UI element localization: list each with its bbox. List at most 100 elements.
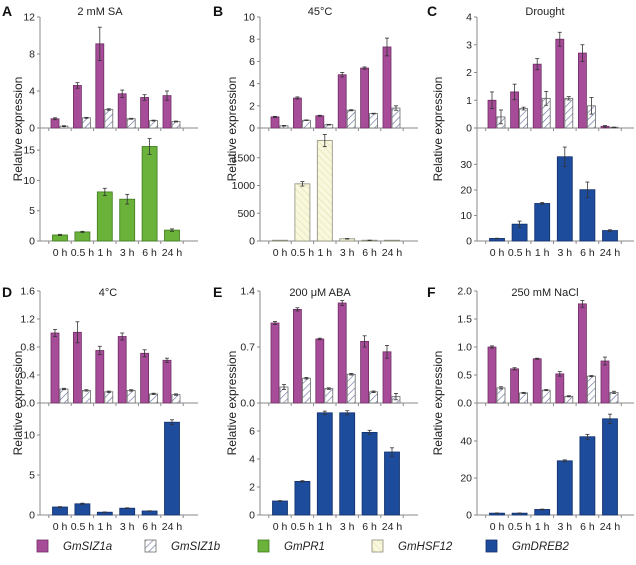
bar-gmsiz1b (149, 393, 159, 404)
y-tick-label: 0.0 (240, 398, 255, 410)
y-tick-label: 12 (23, 12, 35, 24)
bar-gmsiz1b (171, 394, 181, 404)
bar-gmdreb2 (602, 418, 618, 516)
bar-gmdreb2 (556, 156, 573, 242)
x-tick-label: 24 h (162, 247, 183, 259)
bar-gmsiz1a (50, 118, 60, 129)
bar-gmpr1 (74, 231, 91, 242)
subplot-top: 0.0 0.4 0.8 1.2 1.6 (20, 286, 198, 410)
bar-gmsiz1b (324, 388, 334, 404)
subplot-top: 0 4 8 12 (23, 12, 198, 135)
bar-gmsiz1a (292, 97, 302, 129)
bar-gmdreb2 (579, 436, 596, 516)
y-tick-label: 1.0 (457, 342, 472, 354)
bar-gmsiz1a (578, 303, 587, 404)
y-tick-label: 4 (249, 454, 255, 466)
y-axis-label: Relative expression (225, 77, 239, 182)
x-tick-label: 0 h (490, 247, 505, 259)
y-tick-label: 0.7 (240, 342, 255, 354)
x-tick-label: 1 h (97, 247, 112, 259)
x-tick-label: 24 h (382, 247, 403, 259)
bar-gmsiz1a (532, 63, 542, 129)
x-tick-label: 3 h (340, 247, 355, 259)
bar-gmsiz1b (369, 391, 379, 404)
subplot-bottom: 0 5 10 (23, 419, 198, 522)
bar-gmdreb2 (294, 480, 311, 516)
bar-gmsiz1a (162, 359, 172, 404)
bar-gmsiz1a (555, 373, 565, 404)
bar-gmsiz1a (95, 350, 105, 404)
x-tick-label: 1 h (535, 521, 550, 533)
y-tick-label: 4 (249, 78, 255, 90)
bar-gmsiz1a (270, 116, 280, 129)
bar-gmsiz1b (609, 391, 619, 404)
bar-gmsiz1a (50, 332, 60, 404)
legend-item-gmsiz1b: GmSIZ1b (144, 539, 221, 553)
y-tick-label: 2 (249, 482, 255, 494)
legend-swatch (485, 539, 498, 553)
bar-gmsiz1b (149, 120, 159, 129)
bar-gmdreb2 (316, 412, 333, 516)
legend-item-gmhsf12: GmHSF12 (371, 539, 453, 553)
y-tick-label: 500 (237, 208, 255, 220)
y-tick-label: 20 (460, 184, 472, 196)
panel-letter: F (427, 284, 436, 300)
y-axis-label: Relative expression (225, 351, 239, 456)
bar-gmpr1 (141, 146, 158, 242)
bar-gmsiz1a (532, 358, 542, 404)
bar-gmdreb2 (272, 500, 288, 516)
subplot-bottom: 0 10 20 30 (460, 146, 634, 248)
bar-gmsiz1b (301, 119, 311, 129)
y-tick-label: 5 (29, 470, 35, 482)
y-axis-label: Relative expression (431, 77, 445, 182)
bar-gmdreb2 (339, 412, 356, 516)
legend-item-gmsiz1a: GmSIZ1a (36, 539, 112, 553)
x-tick-label: 24 h (162, 521, 183, 533)
bar-gmsiz1a (140, 352, 150, 404)
panel-letter: A (2, 3, 12, 19)
bar-gmdreb2 (119, 507, 136, 516)
legend-swatch (257, 539, 270, 553)
y-tick-label: 1500 (232, 152, 256, 164)
legend-swatch (36, 539, 49, 553)
y-tick-label: 0 (466, 510, 472, 522)
x-tick-label: 24 h (600, 247, 621, 259)
x-tick-label: 0.5 h (71, 247, 95, 259)
y-tick-label: 10 (460, 210, 472, 222)
bar-gmhsf12 (294, 183, 311, 242)
bar-gmsiz1a (140, 97, 150, 129)
bar-gmsiz1a (360, 340, 370, 404)
subplot-top: 0.0 0.7 1.4 (240, 286, 418, 410)
bar-gmsiz1a (270, 322, 280, 404)
x-tick-label: 3 h (557, 521, 572, 533)
y-tick-label: 0 (29, 236, 35, 248)
bar-gmsiz1b (519, 108, 528, 129)
y-tick-label: 1.5 (457, 314, 472, 326)
x-tick-label: 0 h (273, 521, 288, 533)
bar-gmsiz1b (59, 388, 69, 404)
legend-label: GmSIZ1a (63, 541, 112, 553)
bar-gmsiz1b (391, 107, 401, 129)
bar-gmhsf12 (272, 239, 288, 242)
x-tick-label: 1 h (97, 521, 112, 533)
bar-gmsiz1b (104, 391, 114, 404)
bar-gmsiz1b (496, 387, 506, 404)
panel-title: 45°C (308, 6, 333, 18)
y-tick-label: 4 (29, 86, 35, 98)
y-tick-label: 0.0 (457, 398, 472, 410)
bar-gmsiz1b (104, 109, 114, 129)
bar-gmsiz1b (519, 392, 528, 404)
bar-gmsiz1a (510, 368, 520, 404)
x-tick-label: 6 h (142, 247, 157, 259)
y-tick-label: 8 (249, 34, 255, 46)
legend: GmSIZ1a GmSIZ1b GmPR1 GmHSF12 GmDREB2 (36, 539, 569, 553)
panel-f: F 250 mM NaCl Relative expression 0.0 0.5 1.0… (427, 284, 634, 533)
y-tick-label: 0 (249, 236, 255, 248)
y-tick-label: 0.8 (20, 342, 35, 354)
bar-gmdreb2 (534, 203, 551, 242)
legend-label: GmDREB2 (512, 541, 569, 553)
y-tick-label: 1.4 (240, 286, 255, 298)
